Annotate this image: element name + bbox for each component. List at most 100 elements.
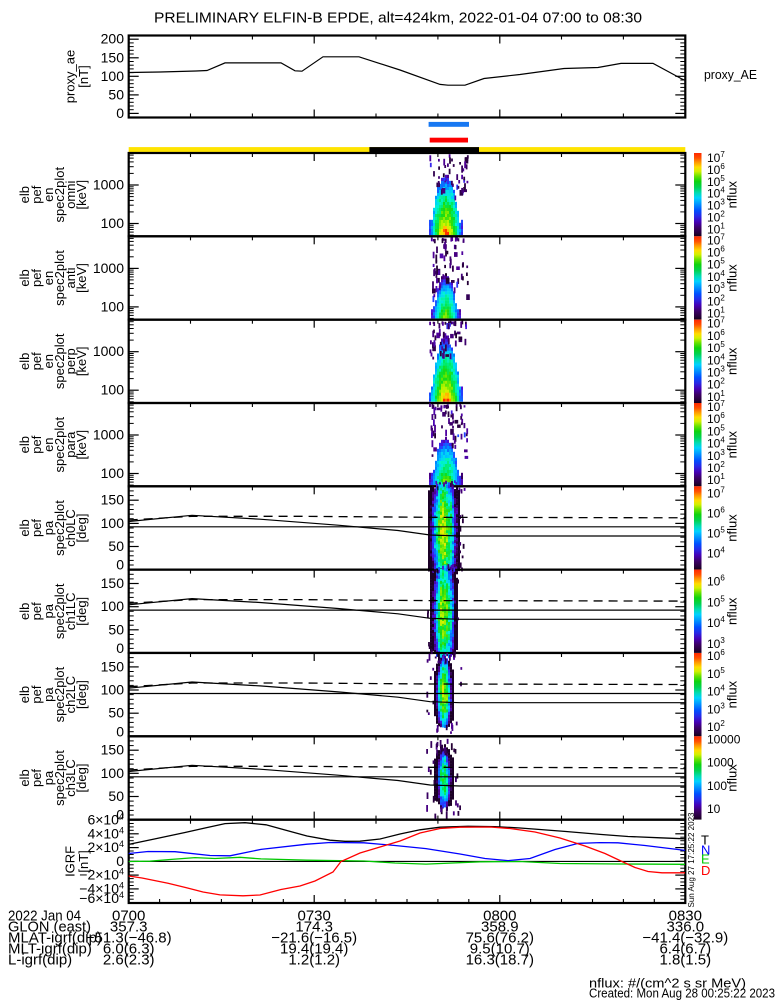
- svg-text:[deg]: [deg]: [74, 764, 89, 793]
- svg-text:pef: pef: [29, 602, 44, 620]
- svg-text:pef: pef: [29, 352, 44, 370]
- svg-text:100: 100: [101, 298, 125, 314]
- svg-text:nflux: #/(cm^2 s sr MeV): nflux: #/(cm^2 s sr MeV): [589, 976, 746, 991]
- svg-text:[nT]: [nT]: [76, 850, 91, 872]
- svg-text:100: 100: [101, 215, 125, 231]
- svg-text:proxy_ae: proxy_ae: [63, 50, 78, 103]
- svg-text:[deg]: [deg]: [74, 680, 89, 709]
- svg-text:ch3LC: ch3LC: [63, 759, 78, 797]
- svg-text:100: 100: [101, 382, 125, 398]
- svg-text:pef: pef: [29, 435, 44, 453]
- svg-text:pef: pef: [29, 685, 44, 703]
- svg-text:150: 150: [101, 658, 125, 674]
- svg-text:spec2plot: spec2plot: [52, 250, 67, 306]
- svg-text:elb: elb: [17, 519, 32, 536]
- svg-text:pef: pef: [29, 519, 44, 537]
- svg-text:[keV]: [keV]: [74, 263, 89, 293]
- svg-text:elb: elb: [17, 436, 32, 453]
- svg-text:100: 100: [101, 68, 125, 84]
- svg-text:2.6(2.3): 2.6(2.3): [103, 952, 155, 969]
- svg-text:[keV]: [keV]: [74, 430, 89, 460]
- svg-text:spec2plot: spec2plot: [52, 750, 67, 806]
- svg-text:−4×104: −4×104: [79, 880, 124, 896]
- svg-text:nflux: nflux: [725, 264, 740, 292]
- svg-text:PRELIMINARY ELFIN-B EPDE, alt=: PRELIMINARY ELFIN-B EPDE, alt=424km, 202…: [154, 10, 642, 27]
- svg-text:elb: elb: [17, 686, 32, 703]
- svg-text:6×104: 6×104: [87, 812, 124, 828]
- svg-text:anti: anti: [63, 267, 78, 288]
- svg-text:pef: pef: [29, 185, 44, 203]
- svg-text:en: en: [41, 437, 56, 451]
- svg-text:[keV]: [keV]: [74, 346, 89, 376]
- svg-text:Sun Aug 27 17:25:22 2023: Sun Aug 27 17:25:22 2023: [687, 812, 696, 908]
- svg-text:spec2plot: spec2plot: [52, 583, 67, 639]
- svg-text:omni: omni: [63, 181, 78, 209]
- svg-text:GLON (east): GLON (east): [8, 919, 91, 936]
- svg-text:1000: 1000: [93, 260, 124, 276]
- svg-text:para: para: [63, 431, 78, 458]
- svg-text:en: en: [41, 354, 56, 368]
- svg-text:100: 100: [101, 598, 125, 614]
- svg-text:0730: 0730: [298, 908, 331, 925]
- svg-text:0: 0: [116, 105, 124, 121]
- svg-text:pef: pef: [29, 769, 44, 787]
- svg-text:D: D: [701, 863, 710, 878]
- svg-text:174.3: 174.3: [295, 919, 333, 936]
- svg-text:1000: 1000: [93, 177, 124, 193]
- svg-text:0: 0: [116, 807, 124, 823]
- svg-text:100: 100: [101, 465, 125, 481]
- svg-text:pa: pa: [41, 603, 56, 618]
- svg-text:336.0: 336.0: [667, 919, 705, 936]
- svg-text:[deg]: [deg]: [74, 514, 89, 543]
- svg-text:pa: pa: [41, 770, 56, 785]
- svg-text:75.6(76.2): 75.6(76.2): [466, 930, 534, 947]
- svg-text:elb: elb: [17, 186, 32, 203]
- svg-text:pa: pa: [41, 520, 56, 535]
- svg-text:ch2LC: ch2LC: [63, 676, 78, 714]
- svg-text:[nT]: [nT]: [76, 65, 91, 87]
- svg-text:16.3(18.7): 16.3(18.7): [466, 952, 534, 969]
- svg-text:T: T: [701, 833, 709, 848]
- svg-text:MLAT-igrf(dip): MLAT-igrf(dip): [8, 930, 102, 947]
- svg-text:−41.4(−32.9): −41.4(−32.9): [642, 930, 728, 947]
- svg-text:2022 Jan 04: 2022 Jan 04: [8, 908, 81, 925]
- svg-text:nflux: nflux: [725, 680, 740, 708]
- svg-text:−2×104: −2×104: [79, 867, 124, 883]
- svg-text:50: 50: [108, 705, 124, 721]
- svg-text:1.2(1.2): 1.2(1.2): [288, 952, 340, 969]
- svg-text:150: 150: [101, 742, 125, 758]
- svg-text:150: 150: [101, 575, 125, 591]
- svg-text:10000: 10000: [707, 732, 741, 746]
- svg-text:spec2plot: spec2plot: [52, 333, 67, 389]
- svg-text:E: E: [701, 852, 710, 867]
- svg-text:−51.3(−46.8): −51.3(−46.8): [86, 930, 172, 947]
- svg-text:10: 10: [707, 802, 721, 816]
- svg-text:100: 100: [101, 682, 125, 698]
- svg-text:nflux: nflux: [725, 514, 740, 542]
- svg-text:6.0(6.3): 6.0(6.3): [103, 941, 155, 958]
- svg-text:0: 0: [116, 640, 124, 656]
- svg-text:elb: elb: [17, 269, 32, 286]
- svg-text:elb: elb: [17, 769, 32, 786]
- svg-text:MLT-igrf(dip): MLT-igrf(dip): [8, 941, 92, 958]
- svg-text:1000: 1000: [93, 427, 124, 443]
- svg-text:9.5(10.7): 9.5(10.7): [470, 941, 530, 958]
- svg-text:nflux: nflux: [725, 430, 740, 458]
- svg-text:pa: pa: [41, 687, 56, 702]
- svg-text:1.8(1.5): 1.8(1.5): [659, 952, 711, 969]
- svg-text:150: 150: [101, 49, 125, 65]
- svg-text:nflux: nflux: [725, 597, 740, 625]
- svg-text:50: 50: [108, 788, 124, 804]
- svg-text:nflux: nflux: [725, 180, 740, 208]
- svg-text:−6×104: −6×104: [79, 890, 124, 906]
- svg-text:Created: Mon Aug 28 00:25:22 2: Created: Mon Aug 28 00:25:22 2023: [589, 986, 775, 1001]
- svg-text:0: 0: [116, 723, 124, 739]
- svg-text:spec2plot: spec2plot: [52, 666, 67, 722]
- svg-text:50: 50: [108, 621, 124, 637]
- svg-text:nflux: nflux: [725, 764, 740, 792]
- svg-text:nflux: nflux: [725, 347, 740, 375]
- svg-text:elb: elb: [17, 353, 32, 370]
- svg-text:ch1LC: ch1LC: [63, 593, 78, 631]
- svg-text:0: 0: [116, 853, 124, 869]
- svg-text:proxy_AE: proxy_AE: [704, 67, 757, 82]
